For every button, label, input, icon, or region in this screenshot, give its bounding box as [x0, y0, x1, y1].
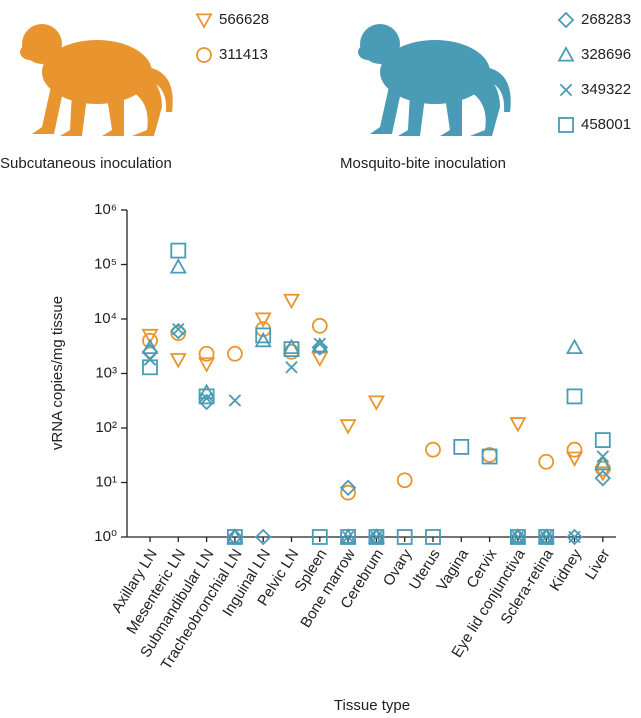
data-point — [396, 472, 413, 489]
data-point — [481, 448, 498, 465]
data-point — [565, 451, 584, 467]
data-point — [566, 388, 583, 405]
data-point — [594, 432, 611, 448]
data-point — [283, 341, 300, 358]
data-point — [339, 419, 357, 435]
legend-label: 268283 — [581, 11, 631, 28]
data-point — [425, 529, 441, 545]
data-point — [226, 529, 243, 545]
y-tick-label: 10⁵ — [94, 255, 117, 272]
data-point — [367, 395, 385, 411]
data-point — [228, 394, 242, 407]
data-point — [339, 479, 357, 497]
data-point — [141, 328, 159, 345]
data-point — [453, 438, 470, 455]
data-point — [594, 469, 612, 487]
data-point — [311, 529, 328, 545]
monkey-icon — [20, 24, 173, 136]
data-point — [509, 417, 527, 433]
x-tick-label: Liver — [582, 546, 614, 583]
data-point — [142, 332, 158, 349]
data-point — [538, 453, 555, 470]
data-point — [198, 357, 216, 373]
data-point — [370, 530, 383, 544]
y-tick-label: 10² — [95, 419, 117, 436]
data-point — [568, 530, 581, 544]
y-tick-label: 10⁴ — [94, 310, 117, 327]
data-point — [311, 317, 328, 334]
legend-marker — [557, 46, 575, 62]
data-point — [198, 345, 215, 362]
data-point — [170, 325, 187, 342]
data-point — [565, 338, 584, 354]
data-point — [538, 529, 555, 545]
data-point — [537, 528, 555, 544]
x-axis-label: Tissue type — [334, 697, 410, 714]
legend-marker — [558, 117, 574, 133]
data-point — [200, 392, 213, 405]
data-point — [198, 388, 215, 405]
data-point — [255, 327, 272, 344]
monkey-icon — [358, 24, 511, 136]
y-axis-label: vRNA copies/mg tissue — [49, 296, 66, 450]
data-point — [169, 353, 187, 369]
data-point — [169, 258, 187, 274]
data-point — [311, 351, 329, 368]
data-point — [254, 331, 272, 348]
data-point — [596, 450, 610, 463]
data-point — [226, 345, 243, 362]
data-point — [254, 528, 272, 546]
y-tick-label: 10⁰ — [94, 528, 117, 545]
data-point — [367, 528, 385, 544]
legend-label: 328696 — [581, 46, 631, 63]
data-point — [341, 530, 355, 544]
group-label: Mosquito-bite inoculation — [340, 155, 506, 172]
data-point — [311, 339, 329, 356]
data-point — [313, 337, 327, 351]
data-point — [282, 338, 301, 354]
y-tick-label: 10¹ — [95, 473, 117, 490]
data-point — [566, 441, 583, 458]
legend-marker — [196, 47, 212, 63]
legend-label: 349322 — [581, 81, 631, 98]
y-tick-label: 10⁶ — [94, 201, 117, 218]
data-point — [425, 441, 441, 458]
data-point — [509, 529, 526, 545]
data-point — [311, 337, 329, 353]
y-tick-label: 10³ — [95, 364, 117, 381]
data-point — [285, 361, 298, 374]
data-point — [226, 528, 244, 544]
data-point — [594, 454, 612, 471]
data-point — [282, 293, 301, 310]
data-point — [539, 530, 553, 544]
legend-marker — [195, 13, 213, 29]
data-point — [368, 529, 385, 545]
data-point — [340, 529, 357, 545]
data-point — [511, 530, 525, 544]
data-point — [170, 242, 187, 259]
data-point — [340, 484, 357, 501]
data-point — [566, 528, 583, 546]
legend-label: 311413 — [219, 46, 268, 63]
data-point — [142, 359, 158, 376]
data-point — [170, 322, 187, 340]
data-point — [141, 338, 159, 354]
legend-marker — [557, 11, 575, 29]
data-point — [396, 529, 413, 545]
legend-label: 458001 — [581, 116, 631, 133]
legend-label: 566628 — [219, 11, 269, 28]
data-point — [509, 528, 527, 544]
group-label: Subcutaneous inoculation — [0, 155, 172, 172]
data-point — [172, 322, 185, 336]
legend-marker — [559, 83, 573, 97]
data-point — [339, 528, 357, 544]
data-point — [254, 312, 272, 328]
data-point — [198, 393, 215, 411]
